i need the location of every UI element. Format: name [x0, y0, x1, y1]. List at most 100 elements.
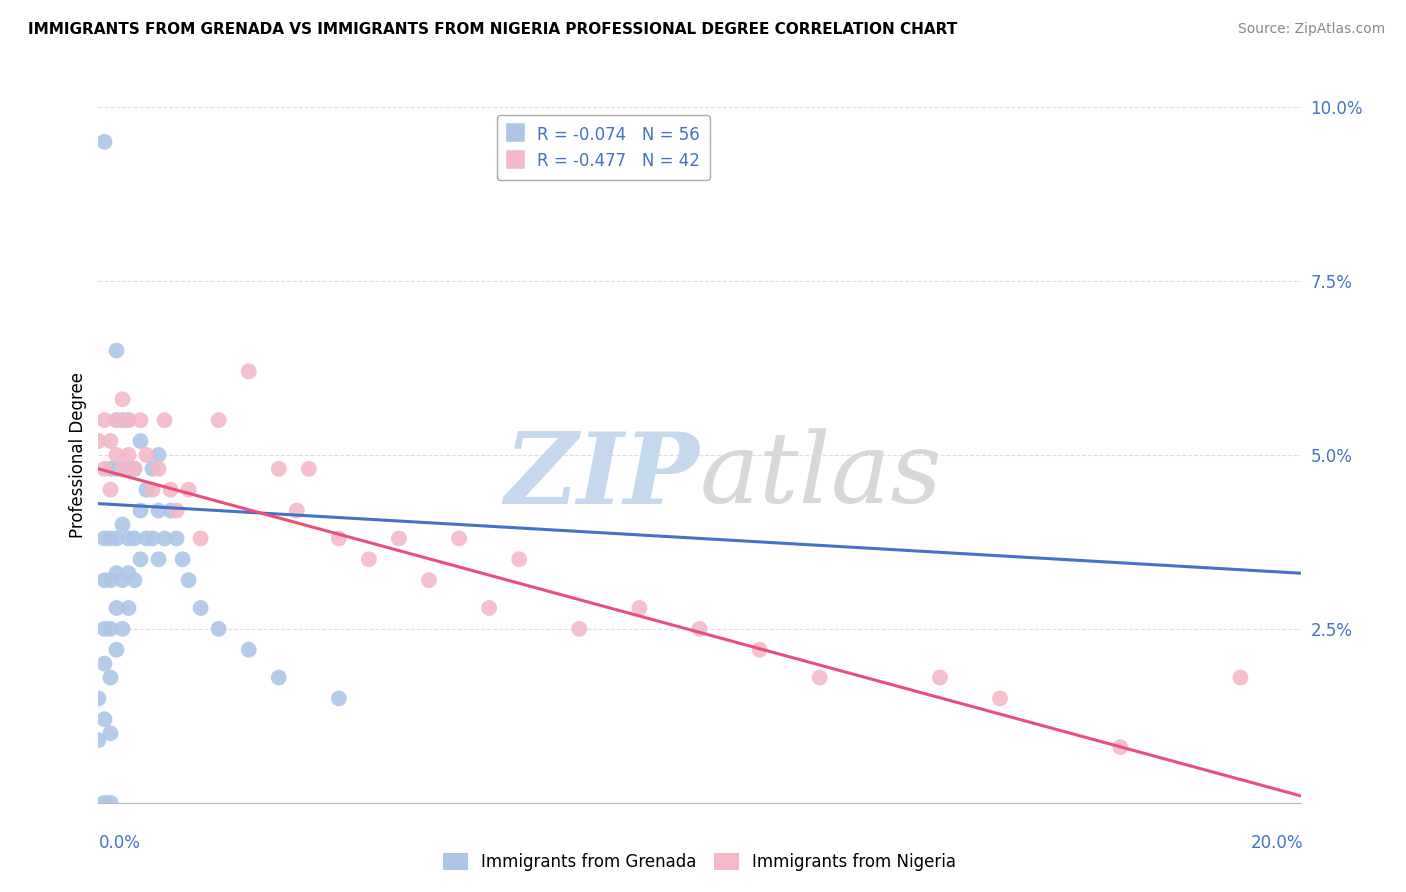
Point — [357, 552, 380, 566]
Point — [153, 413, 176, 427]
Point — [1229, 671, 1251, 685]
Point — [177, 483, 200, 497]
Point — [100, 622, 122, 636]
Point — [93, 796, 115, 810]
Point — [124, 532, 146, 546]
Point — [478, 601, 501, 615]
Point — [93, 573, 115, 587]
Point — [688, 622, 710, 636]
Text: 20.0%: 20.0% — [1251, 834, 1303, 852]
Point — [148, 552, 170, 566]
Point — [328, 532, 350, 546]
Point — [238, 364, 260, 378]
Point — [141, 532, 163, 546]
Point — [148, 503, 170, 517]
Text: Source: ZipAtlas.com: Source: ZipAtlas.com — [1237, 22, 1385, 37]
Point — [748, 642, 770, 657]
Point — [208, 413, 231, 427]
Point — [100, 796, 122, 810]
Point — [105, 413, 128, 427]
Point — [1109, 740, 1132, 755]
Point — [129, 413, 152, 427]
Point — [166, 503, 188, 517]
Point — [111, 392, 134, 407]
Point — [111, 462, 134, 476]
Point — [124, 462, 146, 476]
Point — [148, 462, 170, 476]
Point — [100, 434, 122, 448]
Point — [87, 434, 110, 448]
Point — [93, 622, 115, 636]
Point — [177, 573, 200, 587]
Point — [141, 483, 163, 497]
Point — [285, 503, 308, 517]
Point — [447, 532, 470, 546]
Point — [93, 712, 115, 726]
Point — [111, 573, 134, 587]
Point — [190, 601, 212, 615]
Point — [208, 622, 231, 636]
Point — [129, 503, 152, 517]
Point — [105, 343, 128, 358]
Point — [124, 462, 146, 476]
Point — [135, 448, 157, 462]
Point — [568, 622, 591, 636]
Point — [117, 601, 139, 615]
Point — [129, 434, 152, 448]
Point — [117, 532, 139, 546]
Point — [100, 532, 122, 546]
Point — [105, 448, 128, 462]
Point — [988, 691, 1011, 706]
Point — [808, 671, 831, 685]
Point — [105, 413, 128, 427]
Point — [93, 135, 115, 149]
Text: atlas: atlas — [699, 428, 942, 524]
Point — [111, 413, 134, 427]
Point — [298, 462, 321, 476]
Point — [141, 462, 163, 476]
Point — [100, 726, 122, 740]
Point — [100, 462, 122, 476]
Point — [418, 573, 440, 587]
Point — [153, 532, 176, 546]
Point — [159, 483, 181, 497]
Point — [111, 622, 134, 636]
Point — [129, 552, 152, 566]
Point — [124, 573, 146, 587]
Legend: R = -0.074   N = 56, R = -0.477   N = 42: R = -0.074 N = 56, R = -0.477 N = 42 — [496, 115, 710, 180]
Point — [93, 413, 115, 427]
Point — [87, 691, 110, 706]
Point — [117, 448, 139, 462]
Point — [172, 552, 194, 566]
Y-axis label: Professional Degree: Professional Degree — [69, 372, 87, 538]
Point — [105, 601, 128, 615]
Point — [117, 566, 139, 581]
Point — [166, 532, 188, 546]
Point — [100, 483, 122, 497]
Point — [190, 532, 212, 546]
Point — [87, 733, 110, 747]
Point — [117, 413, 139, 427]
Text: ZIP: ZIP — [505, 427, 699, 524]
Text: IMMIGRANTS FROM GRENADA VS IMMIGRANTS FROM NIGERIA PROFESSIONAL DEGREE CORRELATI: IMMIGRANTS FROM GRENADA VS IMMIGRANTS FR… — [28, 22, 957, 37]
Point — [105, 532, 128, 546]
Point — [135, 483, 157, 497]
Point — [117, 462, 139, 476]
Text: 0.0%: 0.0% — [98, 834, 141, 852]
Point — [929, 671, 952, 685]
Point — [388, 532, 411, 546]
Point — [93, 462, 115, 476]
Point — [267, 462, 290, 476]
Point — [135, 532, 157, 546]
Point — [111, 462, 134, 476]
Point — [628, 601, 651, 615]
Point — [238, 642, 260, 657]
Point — [93, 657, 115, 671]
Point — [328, 691, 350, 706]
Point — [100, 573, 122, 587]
Point — [148, 448, 170, 462]
Point — [508, 552, 530, 566]
Point — [105, 462, 128, 476]
Point — [105, 566, 128, 581]
Point — [105, 642, 128, 657]
